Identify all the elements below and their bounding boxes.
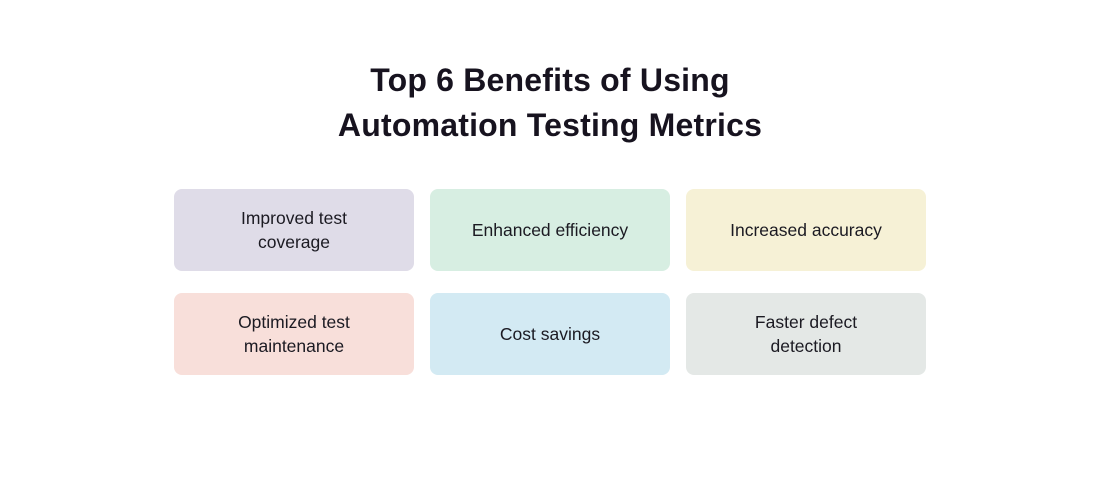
benefit-label: Optimized test maintenance bbox=[238, 312, 350, 356]
benefit-card-cost-savings: Cost savings bbox=[430, 293, 670, 375]
benefit-label: Cost savings bbox=[499, 324, 601, 344]
benefit-card-increased-accuracy: Increased accuracy bbox=[686, 189, 926, 271]
page-title-line-2: Automation Testing Metrics bbox=[337, 107, 763, 143]
benefit-card-enhanced-efficiency: Enhanced efficiency bbox=[430, 189, 670, 271]
benefit-card-faster-defect-detection: Faster defect detection bbox=[686, 293, 926, 375]
benefit-label: Improved test coverage bbox=[240, 208, 348, 252]
benefit-label: Enhanced efficiency bbox=[471, 220, 629, 240]
benefits-grid: Improved test coverage Enhanced efficien… bbox=[174, 189, 926, 375]
benefit-label: Faster defect detection bbox=[754, 312, 858, 356]
benefit-card-improved-test-coverage: Improved test coverage bbox=[174, 189, 414, 271]
page-title: Top 6 Benefits of Using Automation Testi… bbox=[0, 58, 1100, 148]
benefit-label: Increased accuracy bbox=[730, 220, 882, 240]
benefit-card-optimized-test-maintenance: Optimized test maintenance bbox=[174, 293, 414, 375]
page-title-line-1: Top 6 Benefits of Using bbox=[370, 62, 730, 98]
